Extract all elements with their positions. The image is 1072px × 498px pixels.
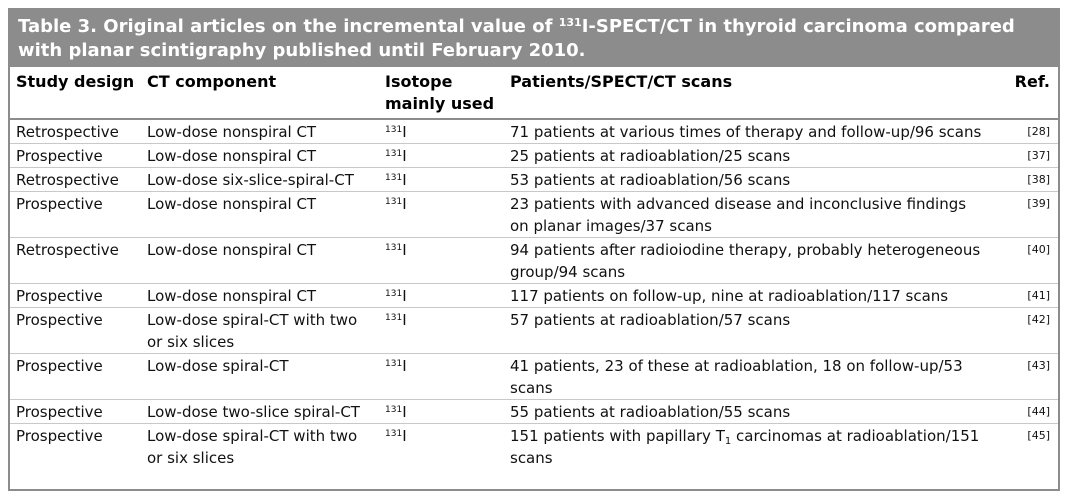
isotope-mass: 131 <box>385 173 403 183</box>
table-row: Retrospective Low-dose nonspiral CT 131I 94… <box>10 237 1058 284</box>
cell-patients: 53 patients at radioablation/56 scans <box>504 167 994 192</box>
table-container: Table 3. Original articles on the increm… <box>8 8 1060 491</box>
header-row: Study design CT component Isotope mainly… <box>10 67 1058 120</box>
cell-isotope: 131I <box>379 119 504 144</box>
cell-study-design: Prospective <box>10 307 141 354</box>
isotope-mass: 131 <box>385 405 403 415</box>
patients-subscript: 1 <box>724 436 732 447</box>
cell-patients: 23 patients with advanced disease and in… <box>504 191 994 238</box>
cell-ref: [41] <box>994 283 1058 308</box>
cell-patients: 25 patients at radioablation/25 scans <box>504 143 994 168</box>
cell-isotope: 131I <box>379 191 504 238</box>
cell-patients: 41 patients, 23 of these at radioablatio… <box>504 353 994 400</box>
isotope-element: I <box>402 311 407 329</box>
cell-ref: [28] <box>994 119 1058 144</box>
cell-ct-component: Low-dose spiral-CT <box>141 353 379 400</box>
cell-patients: 117 patients on follow-up, nine at radio… <box>504 283 994 308</box>
cell-isotope: 131I <box>379 307 504 354</box>
cell-ref: [43] <box>994 353 1058 400</box>
cell-isotope: 131I <box>379 237 504 284</box>
cell-patients: 71 patients at various times of therapy … <box>504 119 994 144</box>
cell-ref: [42] <box>994 307 1058 354</box>
cell-isotope: 131I <box>379 399 504 424</box>
title-isotope-mass: 131 <box>558 16 582 29</box>
isotope-element: I <box>402 427 407 445</box>
header-study-design: Study design <box>10 67 141 120</box>
isotope-mass: 131 <box>385 313 403 323</box>
isotope-mass: 131 <box>385 429 403 439</box>
cell-isotope: 131I <box>379 143 504 168</box>
cell-ref: [44] <box>994 399 1058 424</box>
isotope-element: I <box>402 241 407 259</box>
isotope-mass: 131 <box>385 289 403 299</box>
articles-table: Study design CT component Isotope mainly… <box>10 67 1058 469</box>
table-row: Prospective Low-dose nonspiral CT 131I 23 p… <box>10 191 1058 238</box>
table-row: Retrospective Low-dose six-slice-spiral-C… <box>10 167 1058 192</box>
isotope-element: I <box>402 357 407 375</box>
cell-ct-component: Low-dose nonspiral CT <box>141 119 379 144</box>
isotope-mass: 131 <box>385 359 403 369</box>
patients-text-pre: 151 patients with papillary T <box>510 427 725 445</box>
cell-study-design: Prospective <box>10 283 141 308</box>
isotope-element: I <box>402 403 407 421</box>
cell-patients: 55 patients at radioablation/55 scans <box>504 399 994 424</box>
header-ref: Ref. <box>994 67 1058 120</box>
table-row: Prospective Low-dose nonspiral CT 131I 25 p… <box>10 143 1058 168</box>
isotope-element: I <box>402 147 407 165</box>
isotope-element: I <box>402 287 407 305</box>
cell-ct-component: Low-dose six-slice-spiral-CT <box>141 167 379 192</box>
cell-study-design: Prospective <box>10 399 141 424</box>
isotope-mass: 131 <box>385 243 403 253</box>
cell-isotope: 131I <box>379 283 504 308</box>
cell-patients: 151 patients with papillary T1 carcinoma… <box>504 424 994 470</box>
cell-ct-component: Low-dose spiral-CT with two or six slice… <box>147 427 358 467</box>
table-row: Prospective Low-dose spiral-CT with two o… <box>10 307 1058 354</box>
title-prefix: Table 3. Original articles on the increm… <box>18 16 559 37</box>
cell-study-design: Prospective <box>10 353 141 400</box>
header-patients: Patients/SPECT/CT scans <box>504 67 994 120</box>
cell-isotope: 131I <box>379 353 504 400</box>
cell-ref: [38] <box>994 167 1058 192</box>
table-body: Retrospective Low-dose nonspiral CT 131I 71… <box>10 119 1058 469</box>
cell-ct-component: Low-dose nonspiral CT <box>141 143 379 168</box>
table-row: Prospective Low-dose nonspiral CT 131I 117 … <box>10 283 1058 308</box>
isotope-mass: 131 <box>385 149 403 159</box>
isotope-element: I <box>402 195 407 213</box>
isotope-element: I <box>402 123 407 141</box>
cell-ref: [37] <box>994 143 1058 168</box>
table-row: Retrospective Low-dose nonspiral CT 131I 71… <box>10 119 1058 144</box>
cell-ct-component: Low-dose two-slice spiral-CT <box>141 399 379 424</box>
table-row: Prospective Low-dose spiral-CT 131I 41 pati… <box>10 353 1058 400</box>
table-title: Table 3. Original articles on the increm… <box>10 10 1058 67</box>
cell-study-design: Prospective <box>10 143 141 168</box>
isotope-mass: 131 <box>385 125 403 135</box>
header-ct-component: CT component <box>141 67 379 120</box>
cell-study-design: Prospective <box>10 191 141 238</box>
cell-study-design: Retrospective <box>10 237 141 284</box>
header-isotope: Isotope mainly used <box>379 67 504 120</box>
cell-ct-component: Low-dose nonspiral CT <box>141 237 379 284</box>
cell-patients: 94 patients after radioiodine therapy, p… <box>504 237 994 284</box>
cell-study-design: Prospective <box>16 427 103 445</box>
cell-isotope: 131I <box>379 424 504 470</box>
isotope-mass: 131 <box>385 197 403 207</box>
cell-ref: [45] <box>1027 429 1050 442</box>
table-row: Prospective Low-dose spiral-CT with two o… <box>10 424 1058 470</box>
patients-text-post: carcinomas at radioablation/151 scans <box>510 427 980 467</box>
cell-ct-component: Low-dose nonspiral CT <box>141 191 379 238</box>
cell-ct-component: Low-dose nonspiral CT <box>141 283 379 308</box>
title-suffix: I-SPECT/CT in thyroid carcinoma compared… <box>18 16 1015 61</box>
cell-study-design: Retrospective <box>10 167 141 192</box>
cell-isotope: 131I <box>379 167 504 192</box>
cell-ct-component: Low-dose spiral-CT with two or six slice… <box>141 307 379 354</box>
table-row: Prospective Low-dose two-slice spiral-CT 1… <box>10 399 1058 424</box>
isotope-element: I <box>402 171 407 189</box>
cell-ref: [40] <box>994 237 1058 284</box>
cell-study-design: Retrospective <box>10 119 141 144</box>
cell-ref: [39] <box>994 191 1058 238</box>
cell-patients: 57 patients at radioablation/57 scans <box>504 307 994 354</box>
